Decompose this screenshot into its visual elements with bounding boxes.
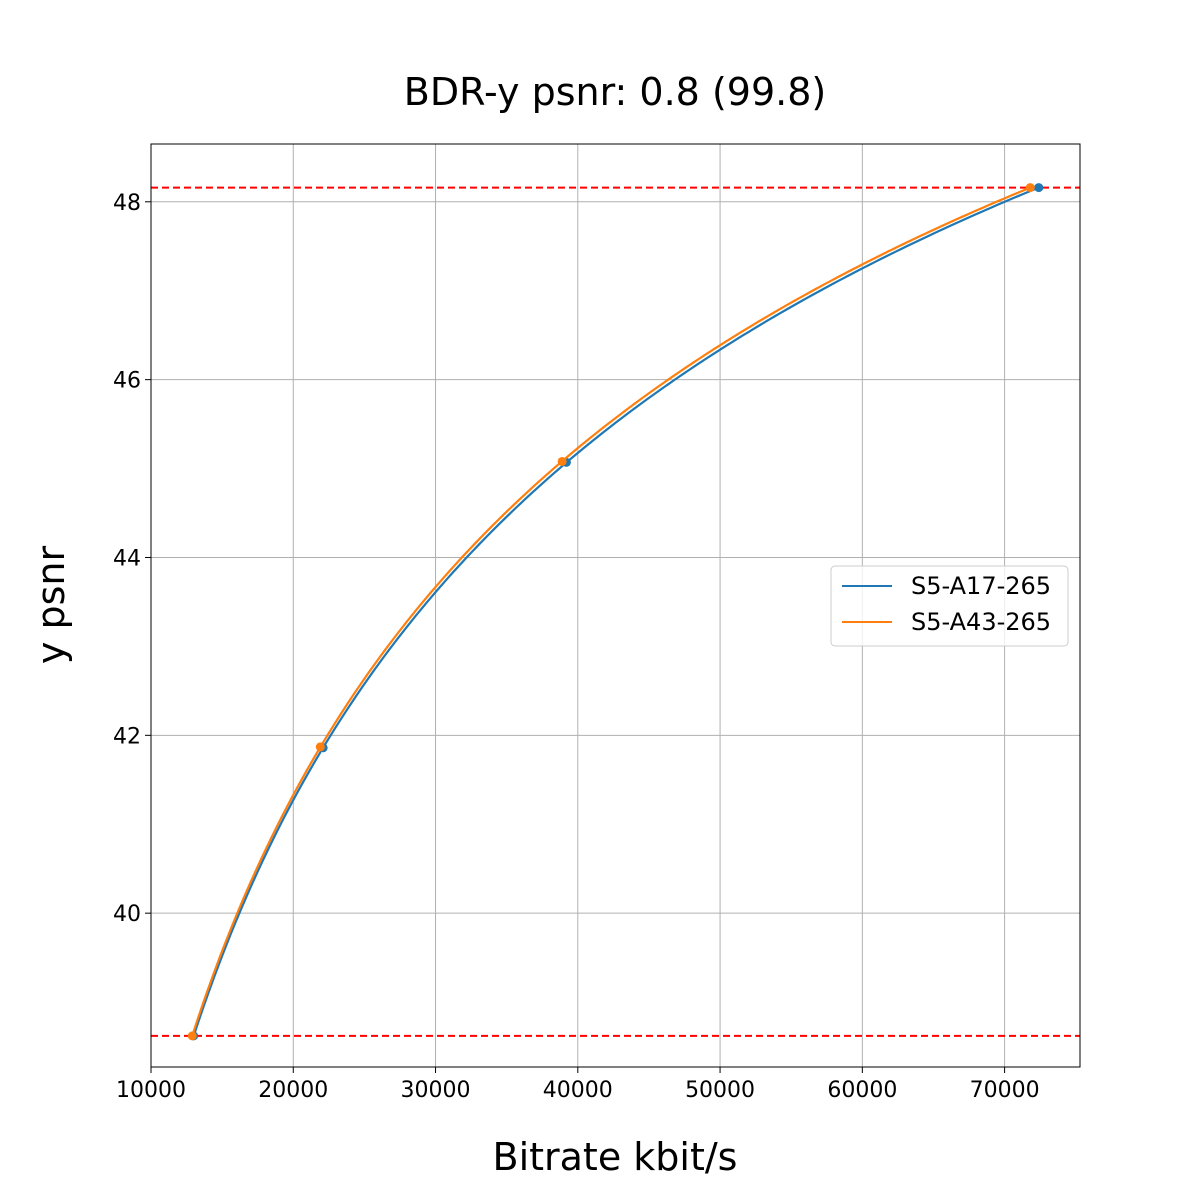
reference-lines	[151, 186, 1080, 1037]
series-1-point	[557, 456, 567, 466]
legend-label-0: S5-A17-265	[911, 572, 1051, 600]
legend-label-1: S5-A43-265	[911, 608, 1051, 636]
legend: S5-A17-265 S5-A43-265	[830, 565, 1069, 647]
y-tick-label: 44	[113, 546, 141, 571]
x-tick-label: 10000	[116, 1078, 186, 1103]
series-1-point	[1025, 183, 1035, 193]
x-tick-label: 30000	[401, 1078, 471, 1103]
y-tick-label: 46	[113, 369, 141, 394]
y-tick-label: 42	[113, 724, 141, 749]
series-line-0	[192, 186, 1040, 1037]
series-1-point	[187, 1031, 197, 1041]
series-line-1	[191, 186, 1031, 1037]
series-layer	[187, 183, 1044, 1041]
y-axis-title: y psnr	[29, 546, 73, 665]
y-tick-label: 40	[113, 902, 141, 927]
x-tick-label: 70000	[970, 1078, 1040, 1103]
y-tick-label: 48	[113, 191, 141, 216]
series-0-point	[1034, 183, 1044, 193]
tick-layer: 10000 20000 30000 40000 50000 60000 70000 40 42 4…	[113, 191, 1040, 1103]
x-tick-label: 40000	[543, 1078, 613, 1103]
chart-title: BDR-y psnr: 0.8 (99.8)	[404, 70, 826, 114]
x-tick-label: 60000	[827, 1078, 897, 1103]
series-1-point	[315, 742, 325, 752]
x-axis-title: Bitrate kbit/s	[493, 1135, 738, 1179]
x-tick-label: 50000	[685, 1078, 755, 1103]
plot-frame	[150, 143, 1081, 1068]
x-tick-label: 20000	[258, 1078, 328, 1103]
